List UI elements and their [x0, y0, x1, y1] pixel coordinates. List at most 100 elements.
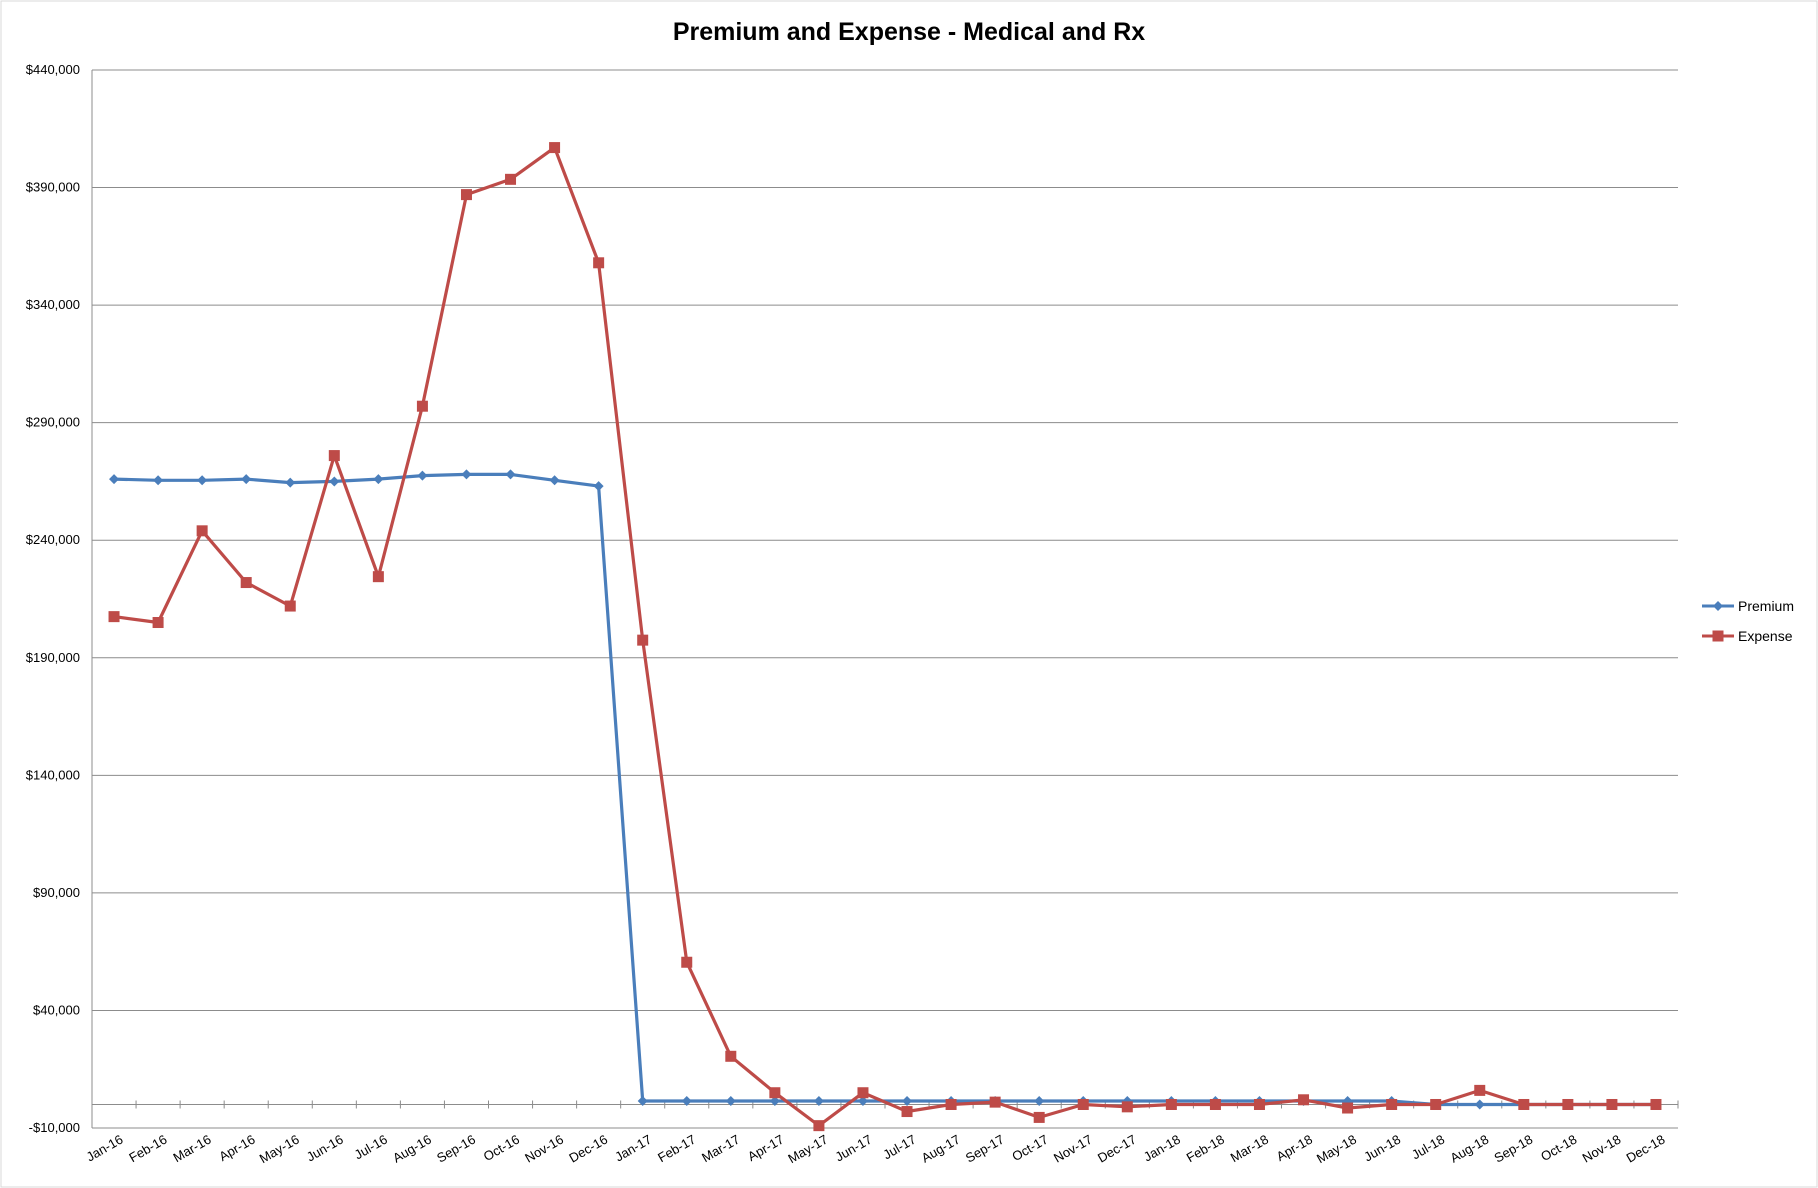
x-tick-label: Aug-16 — [390, 1132, 434, 1166]
data-point — [1606, 1098, 1618, 1110]
data-point — [1209, 1098, 1221, 1110]
data-point — [1033, 1111, 1045, 1123]
x-tick-label: May-17 — [785, 1132, 830, 1167]
data-point — [769, 1095, 780, 1106]
data-point — [505, 469, 516, 480]
data-point — [460, 189, 472, 201]
data-point — [1518, 1098, 1530, 1110]
x-tick-label: May-18 — [1314, 1132, 1359, 1167]
data-point — [1342, 1102, 1354, 1114]
data-point — [549, 142, 561, 154]
x-tick-label: Jun-16 — [304, 1132, 346, 1165]
x-tick-label: Feb-17 — [655, 1132, 698, 1166]
data-point — [284, 600, 296, 612]
chart-title: Premium and Expense - Medical and Rx — [672, 18, 1146, 46]
y-tick-label: $390,000 — [26, 180, 80, 195]
data-point — [505, 173, 517, 185]
x-tick-label: Jul-16 — [352, 1132, 390, 1163]
x-tick-label: Apr-16 — [216, 1132, 257, 1165]
y-tick-label: $240,000 — [26, 532, 80, 547]
x-tick-label: Jul-18 — [1409, 1132, 1447, 1163]
data-point — [417, 470, 428, 481]
x-tick-label: Jan-17 — [612, 1132, 654, 1165]
legend-item-premium: Premium — [1702, 598, 1794, 614]
data-point — [372, 571, 384, 583]
data-point — [813, 1095, 824, 1106]
x-tick-label: Nov-18 — [1580, 1132, 1624, 1166]
y-tick-label: $340,000 — [26, 297, 80, 312]
x-tick-label: Aug-17 — [919, 1132, 963, 1166]
x-tick-label: Oct-16 — [481, 1132, 522, 1164]
data-point — [1253, 1098, 1265, 1110]
legend-marker — [1712, 630, 1724, 642]
data-point — [681, 1095, 692, 1106]
x-tick-label: Jun-17 — [833, 1132, 875, 1165]
data-point — [857, 1087, 869, 1099]
x-tick-label: Dec-17 — [1095, 1132, 1139, 1166]
data-point — [1298, 1094, 1310, 1106]
data-point — [1562, 1098, 1574, 1110]
x-tick-label: Jan-16 — [84, 1132, 126, 1165]
x-tick-label: Mar-16 — [170, 1132, 213, 1166]
data-point — [416, 400, 428, 412]
data-point — [196, 525, 208, 537]
data-point — [901, 1106, 913, 1118]
series-premium — [109, 469, 1661, 1110]
x-tick-label: Aug-18 — [1447, 1132, 1491, 1166]
data-point — [549, 475, 560, 486]
data-point — [1386, 1098, 1398, 1110]
y-tick-label: $440,000 — [26, 62, 80, 77]
x-tick-label: Apr-18 — [1274, 1132, 1315, 1165]
data-point — [109, 474, 120, 485]
x-tick-label: Mar-17 — [699, 1132, 742, 1166]
series-group — [108, 142, 1662, 1132]
data-point — [1474, 1084, 1486, 1096]
y-tick-label: $190,000 — [26, 650, 80, 665]
x-tick-label: Dec-18 — [1624, 1132, 1668, 1166]
gridlines — [92, 69, 1678, 1129]
x-tick-label: Sep-17 — [963, 1132, 1007, 1166]
data-point — [108, 611, 120, 623]
data-point — [945, 1098, 957, 1110]
data-point — [725, 1095, 736, 1106]
data-point — [1474, 1099, 1485, 1110]
data-point — [1430, 1098, 1442, 1110]
x-tick-label: Mar-18 — [1228, 1132, 1271, 1166]
y-tick-label: $290,000 — [26, 415, 80, 430]
legend-marker — [1713, 601, 1723, 611]
x-tick-label: Nov-16 — [522, 1132, 566, 1166]
series-line — [113, 146, 1656, 1128]
data-point — [152, 617, 164, 629]
legend-label: Expense — [1738, 628, 1793, 644]
legend-label: Premium — [1738, 598, 1794, 614]
data-point — [1165, 1098, 1177, 1110]
data-point — [329, 476, 340, 487]
x-tick-label: Feb-18 — [1184, 1132, 1227, 1166]
data-point — [240, 577, 252, 589]
data-point — [681, 956, 693, 968]
x-tick-label: Oct-17 — [1009, 1132, 1050, 1164]
data-point — [373, 474, 384, 485]
x-tick-label: Jun-18 — [1361, 1132, 1403, 1165]
data-point — [857, 1095, 868, 1106]
series-expense — [108, 142, 1662, 1132]
axes: $440,000 $390,000 $340,000 $290,000 $240,000… — [26, 62, 1679, 1167]
data-point — [461, 469, 472, 480]
legend-item-expense: Expense — [1702, 628, 1793, 644]
x-tick-label: Dec-16 — [566, 1132, 610, 1166]
x-tick-label: Feb-16 — [126, 1132, 169, 1166]
data-point — [241, 474, 252, 485]
data-point — [813, 1120, 825, 1132]
data-point — [902, 1095, 913, 1106]
x-tick-label: Sep-18 — [1492, 1132, 1536, 1166]
y-tick-label: $90,000 — [33, 885, 80, 900]
y-tick-label: $40,000 — [33, 1002, 80, 1017]
data-point — [637, 1095, 648, 1106]
x-tick-label: Sep-16 — [434, 1132, 478, 1166]
x-tick-label: Jul-17 — [880, 1132, 918, 1163]
data-point — [637, 634, 649, 646]
data-point — [285, 477, 296, 488]
